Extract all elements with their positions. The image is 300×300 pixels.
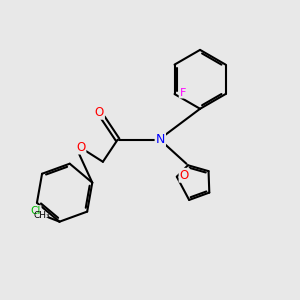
Text: O: O bbox=[76, 141, 86, 154]
Text: F: F bbox=[180, 88, 186, 98]
Text: Cl: Cl bbox=[30, 206, 41, 216]
Text: CH₃: CH₃ bbox=[34, 211, 50, 220]
Text: N: N bbox=[156, 133, 165, 146]
Text: O: O bbox=[179, 169, 189, 182]
Text: O: O bbox=[95, 106, 104, 119]
